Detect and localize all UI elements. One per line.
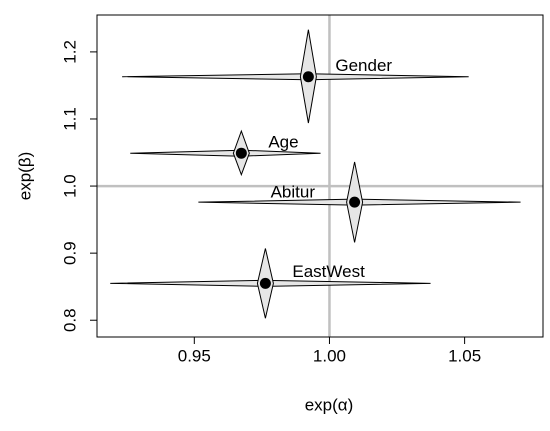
y-tick-label: 1.0 <box>60 174 79 198</box>
x-tick-label: 0.95 <box>178 346 211 365</box>
point-label: Gender <box>335 56 392 75</box>
y-tick-label: 1.1 <box>60 107 79 131</box>
x-axis-title: exp(α) <box>305 395 354 414</box>
y-tick-label: 1.2 <box>60 40 79 64</box>
point <box>259 277 271 289</box>
y-tick-label: 0.9 <box>60 241 79 265</box>
x-tick-label: 1.05 <box>448 346 481 365</box>
x-interval <box>122 73 469 81</box>
y-tick-label: 0.8 <box>60 308 79 332</box>
point-label: Age <box>268 133 298 152</box>
x-tick-label: 1.00 <box>313 346 346 365</box>
point-label: EastWest <box>292 262 365 281</box>
x-interval <box>130 149 321 157</box>
point <box>235 147 247 159</box>
point-label: Abitur <box>271 183 316 202</box>
point <box>302 71 314 83</box>
y-axis-title: exp(β) <box>15 152 34 201</box>
point <box>349 196 361 208</box>
plot-frame <box>96 14 544 338</box>
